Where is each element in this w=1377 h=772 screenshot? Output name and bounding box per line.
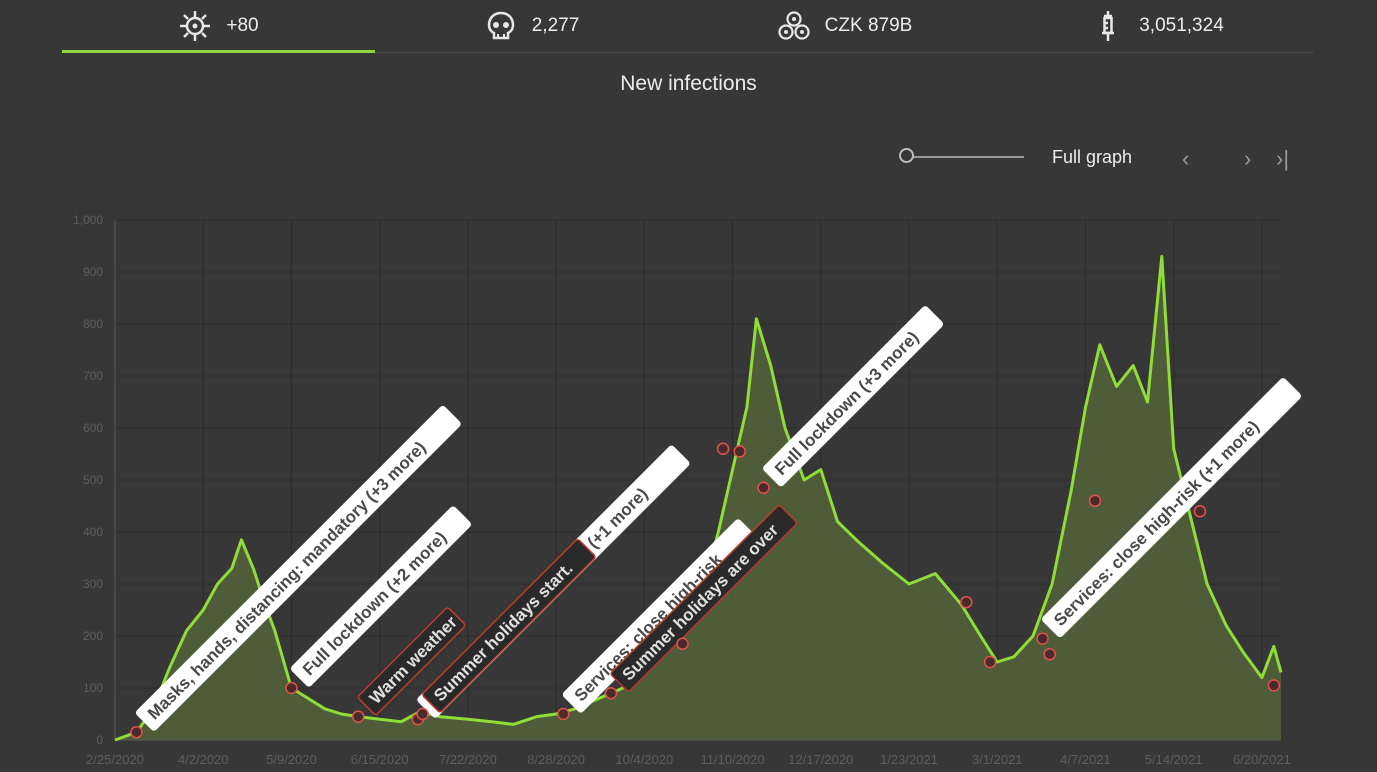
stat-tab-vaccinations[interactable]: 3,051,324 (1001, 0, 1314, 52)
annotation-box (290, 506, 471, 687)
x-tick-label: 12/17/2020 (788, 752, 853, 767)
x-tick-label: 6/20/2021 (1233, 752, 1291, 767)
chart-title: New infections (620, 72, 757, 95)
event-annotation: Full lockdown (+3 more) (763, 306, 944, 487)
x-tick-label: 2/25/2020 (86, 752, 144, 767)
y-tick-label: 1,000 (73, 213, 103, 227)
x-tick-label: 1/23/2021 (880, 752, 938, 767)
event-marker (733, 445, 746, 458)
annotation-box (136, 406, 461, 731)
event-marker (1193, 504, 1207, 518)
virus-icon (178, 9, 212, 43)
stat-tab-cost[interactable]: CZK 879B (688, 0, 1001, 52)
event-marker (1043, 647, 1056, 661)
annotation-box (763, 306, 944, 487)
x-tick-label: 11/10/2020 (701, 752, 765, 767)
stat-tab-new-cases[interactable]: +80 (62, 0, 375, 53)
x-tick-label: 7/22/2020 (439, 752, 497, 767)
stat-tab-deaths[interactable]: 2,277 (375, 0, 688, 52)
event-marker (351, 710, 365, 723)
event-marker (1036, 632, 1049, 645)
stat-value: CZK 879B (824, 15, 913, 36)
y-tick-label: 400 (83, 525, 103, 539)
x-tick-label: 8/28/2020 (527, 752, 585, 767)
y-tick-label: 500 (83, 473, 103, 487)
syringe-icon (1091, 9, 1125, 43)
event-marker (676, 637, 689, 651)
series-area (115, 256, 1281, 740)
event-marker (983, 655, 997, 669)
stat-value: +80 (226, 15, 259, 36)
next-icon[interactable]: › (1244, 146, 1252, 171)
chart-controls: Full graph ‹ › ›| (0, 140, 1377, 180)
x-tick-label: 4/7/2021 (1060, 752, 1111, 767)
y-tick-label: 700 (83, 369, 103, 383)
coins-icon (777, 9, 811, 43)
stat-value: 3,051,324 (1139, 15, 1224, 36)
x-tick-label: 10/4/2020 (615, 752, 673, 767)
stat-value: 2,277 (531, 15, 580, 36)
last-icon[interactable]: ›| (1276, 146, 1290, 171)
annotation-box (422, 539, 596, 713)
event-marker (1267, 679, 1281, 692)
annotation-label: Full lockdown (+3 more) (771, 328, 922, 479)
event-marker (130, 725, 143, 739)
series-line (114, 254, 1283, 742)
event-marker (1088, 494, 1102, 508)
skull-icon (484, 9, 518, 43)
event-marker (285, 681, 298, 695)
event-marker (757, 481, 770, 495)
y-tick-label: 100 (83, 681, 103, 695)
event-marker (716, 442, 730, 456)
y-tick-label: 600 (83, 421, 103, 435)
prev-icon[interactable]: ‹ (1182, 146, 1190, 171)
x-tick-label: 4/2/2020 (178, 752, 229, 767)
range-slider-handle[interactable] (899, 148, 914, 163)
annotation-box (610, 505, 798, 692)
event-marker (557, 707, 570, 721)
y-tick-label: 800 (83, 317, 103, 331)
event-marker (416, 707, 429, 721)
stats-bar: +80 2,277 CZK 879B 3,051,324 (62, 0, 1314, 53)
range-slider-track[interactable] (908, 156, 1024, 158)
y-tick-label: 300 (83, 577, 103, 591)
annotation-box (357, 607, 466, 716)
annotation-box (1042, 378, 1301, 638)
x-tick-label: 3/1/2021 (972, 752, 1023, 767)
y-tick-label: 200 (83, 629, 103, 643)
full-graph-label: Full graph (1052, 147, 1133, 167)
event-marker (960, 595, 973, 609)
event-marker (604, 686, 618, 700)
y-tick-label: 0 (96, 733, 103, 747)
x-tick-label: 5/9/2020 (266, 752, 317, 767)
x-tick-label: 6/15/2020 (351, 752, 409, 767)
y-tick-label: 900 (83, 265, 103, 279)
x-tick-label: 5/14/2021 (1145, 752, 1203, 767)
